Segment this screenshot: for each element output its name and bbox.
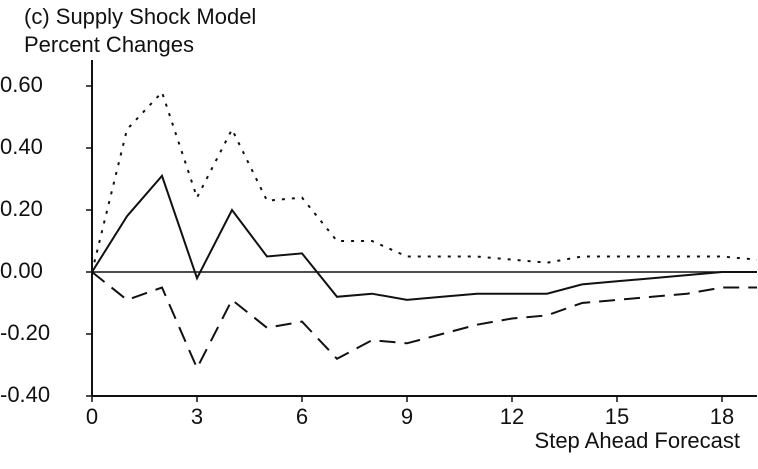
y-tick-label: 0.20 xyxy=(0,196,43,221)
y-tick-label: 0.60 xyxy=(0,72,43,97)
y-axis-label: Percent Changes xyxy=(24,32,194,57)
chart-title: (c) Supply Shock Model xyxy=(24,4,256,29)
y-tick-label: 0.00 xyxy=(0,258,43,283)
x-tick-label: 12 xyxy=(500,404,524,429)
series-line xyxy=(91,173,757,301)
x-tick-label: 15 xyxy=(605,404,629,429)
y-tick-label: -0.40 xyxy=(0,382,50,407)
series-line xyxy=(91,271,757,371)
x-tick-label: 6 xyxy=(296,404,308,429)
y-tick-label: 0.40 xyxy=(0,134,43,159)
x-tick-label: 9 xyxy=(401,404,413,429)
x-tick-label: 3 xyxy=(191,404,203,429)
x-tick-label: 0 xyxy=(86,404,98,429)
series-line xyxy=(91,90,758,273)
y-tick-label: -0.20 xyxy=(0,320,50,345)
x-tick-label: 18 xyxy=(710,404,734,429)
x-axis-label: Step Ahead Forecast xyxy=(535,428,740,453)
